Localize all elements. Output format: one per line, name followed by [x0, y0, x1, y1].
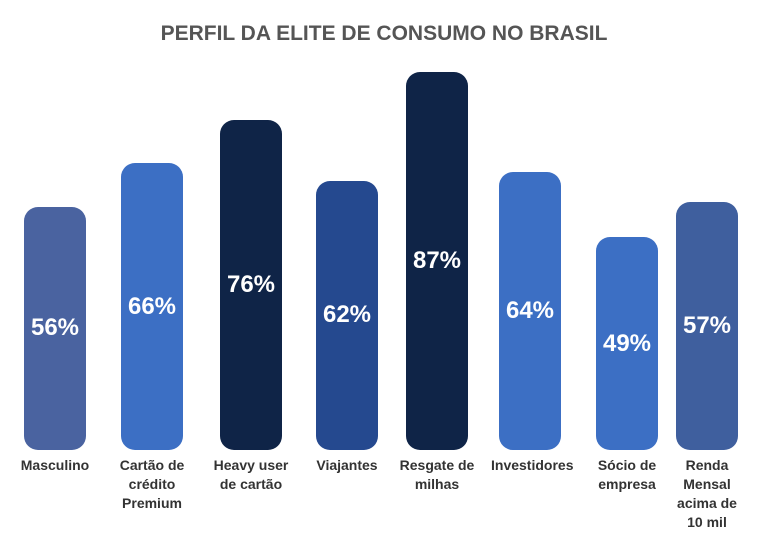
- bar: [121, 163, 183, 450]
- x-tick-label: Masculino: [20, 457, 90, 473]
- value-label: 76%: [226, 270, 276, 298]
- x-tick-label: Sócio de empresa: [597, 457, 657, 492]
- bar: [406, 72, 468, 450]
- value-label: 62%: [322, 301, 372, 329]
- bar: [499, 171, 561, 450]
- value-label: 66%: [127, 292, 177, 320]
- bar: [220, 119, 282, 450]
- value-label: 57%: [682, 312, 732, 340]
- value-label: 64%: [505, 296, 555, 324]
- x-tick-label: Resgate de milhas: [399, 457, 475, 492]
- value-label: 87%: [412, 247, 462, 274]
- x-tick-label: Renda Mensal acima de 10 mil: [677, 457, 737, 530]
- bar: [676, 202, 738, 450]
- x-tick-label: Heavy user de cartão: [213, 457, 289, 492]
- x-tick-label: Investidores: [491, 457, 574, 473]
- bar: [596, 237, 658, 450]
- x-tick-label: Cartão de crédito Premium: [119, 457, 185, 511]
- value-label: 56%: [30, 314, 80, 342]
- chart-title: PERFIL DA ELITE DE CONSUMO NO BRASIL: [160, 22, 608, 45]
- x-tick-label: Viajantes: [316, 457, 378, 473]
- value-label: 49%: [602, 329, 652, 357]
- bar: [24, 206, 86, 450]
- bar: [316, 180, 378, 450]
